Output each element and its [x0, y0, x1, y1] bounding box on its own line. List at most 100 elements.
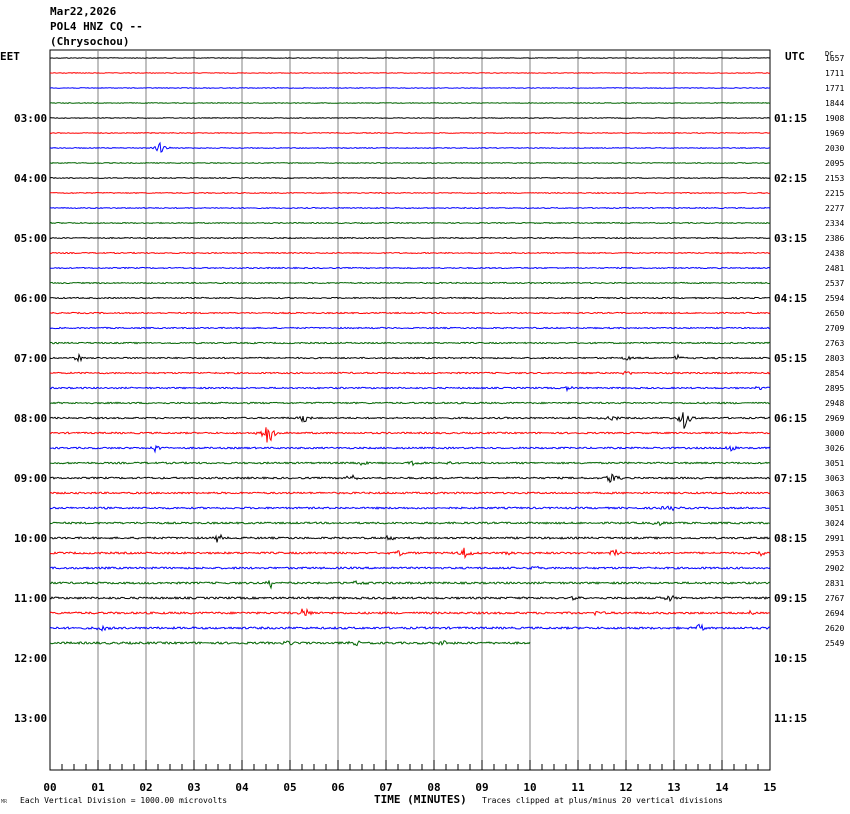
dc-offset-label: 2895 — [825, 384, 844, 393]
dc-offset-label: 2709 — [825, 324, 844, 333]
trace-line — [49, 505, 771, 512]
right-hour-label: 04:15 — [774, 292, 807, 305]
trace-line — [49, 141, 771, 153]
dc-offset-label: 2854 — [825, 369, 844, 378]
trace-line — [49, 460, 771, 467]
header-location: (Chrysochou) — [50, 35, 130, 48]
right-hour-label: 06:15 — [774, 412, 807, 425]
dc-offset-label: 2650 — [825, 309, 844, 318]
trace-line — [49, 580, 771, 590]
right-hour-label: 02:15 — [774, 172, 807, 185]
x-tick-label: 12 — [619, 781, 632, 794]
trace-line — [49, 281, 771, 285]
dc-offset-label: 3063 — [825, 489, 844, 498]
dc-offset-label: 3000 — [825, 429, 844, 438]
left-hour-label: 12:00 — [14, 652, 47, 665]
x-tick-label: 02 — [139, 781, 152, 794]
x-tick-label: 05 — [283, 781, 296, 794]
left-hour-label: 07:00 — [14, 352, 47, 365]
dc-offset-label: 2763 — [825, 339, 844, 348]
x-tick-label: 06 — [331, 781, 345, 794]
trace-line — [49, 206, 771, 210]
trace-line — [49, 117, 770, 119]
dc-offset-label: 2969 — [825, 414, 844, 423]
x-tick-label: 14 — [715, 781, 729, 794]
left-timezone-label: EET — [0, 50, 20, 63]
dc-offset-label: 2694 — [825, 609, 844, 618]
trace-line — [49, 547, 771, 560]
clip-note: Traces clipped at plus/minus 20 vertical… — [482, 796, 723, 805]
dc-offset-label: 3051 — [825, 504, 844, 513]
left-hour-label: 03:00 — [14, 112, 47, 125]
trace-line — [49, 640, 531, 647]
trace-line — [49, 296, 771, 300]
x-tick-label: 09 — [475, 781, 488, 794]
right-hour-label: 09:15 — [774, 592, 807, 605]
trace-line — [49, 521, 771, 527]
trace-line — [49, 370, 771, 376]
trace-line — [49, 385, 771, 393]
x-tick-label: 03 — [187, 781, 200, 794]
trace-line — [49, 427, 771, 443]
trace-line — [49, 251, 771, 255]
trace-line — [49, 565, 771, 570]
plot-frame — [49, 49, 771, 771]
dc-offset-label: 1657 — [825, 54, 844, 63]
dc-offset-label: 3024 — [825, 519, 844, 528]
plot-grid — [49, 49, 771, 771]
trace-line — [49, 401, 771, 405]
dc-offset-label: 2095 — [825, 159, 844, 168]
header-date: Mar22,2026 — [50, 5, 117, 18]
dc-offset-label: 2438 — [825, 249, 844, 258]
trace-line — [49, 491, 771, 495]
dc-offset-label: 2831 — [825, 579, 844, 588]
dc-offset-label: 2803 — [825, 354, 844, 363]
x-tick-label: 13 — [667, 781, 680, 794]
trace-line — [49, 533, 771, 543]
left-hour-label: 13:00 — [14, 712, 47, 725]
dc-offset-label: 2215 — [825, 189, 844, 198]
x-tick-label: 11 — [571, 781, 585, 794]
left-hour-label: 11:00 — [14, 592, 47, 605]
left-hour-label: 05:00 — [14, 232, 47, 245]
dc-offset-label: 1771 — [825, 84, 844, 93]
right-timezone-label: UTC — [785, 50, 805, 63]
x-tick-label: 01 — [91, 781, 105, 794]
left-hour-label: 06:00 — [14, 292, 47, 305]
right-hour-label: 11:15 — [774, 712, 807, 725]
trace-line — [49, 595, 771, 603]
right-hour-label: 01:15 — [774, 112, 807, 125]
dc-offset-label: 2902 — [825, 564, 844, 573]
x-tick-label: 10 — [523, 781, 536, 794]
left-hour-label: 09:00 — [14, 472, 47, 485]
logo-mark: MR — [1, 799, 8, 805]
dc-offset-label: 2549 — [825, 639, 844, 648]
x-tick-label: 00 — [43, 781, 56, 794]
x-tick-label: 07 — [379, 781, 392, 794]
dc-offset-label: 2991 — [825, 534, 844, 543]
trace-line — [49, 221, 771, 225]
trace-line — [49, 473, 771, 484]
trace-line — [49, 341, 771, 345]
trace-line — [49, 412, 771, 429]
header-station: POL4 HNZ CQ -- — [50, 20, 143, 33]
trace-line — [49, 352, 771, 363]
left-hour-label: 10:00 — [14, 532, 47, 545]
trace-group — [49, 57, 771, 647]
dc-offset-label: 2953 — [825, 549, 844, 558]
dc-offset-label: 2594 — [825, 294, 844, 303]
dc-offset-label: 2537 — [825, 279, 844, 288]
trace-line — [50, 87, 771, 89]
trace-line — [49, 176, 771, 180]
dc-offset-label: 2030 — [825, 144, 844, 153]
right-hour-label: 08:15 — [774, 532, 807, 545]
dc-offset-label: 2153 — [825, 174, 844, 183]
x-axis-label: TIME (MINUTES) — [374, 793, 467, 806]
right-hour-label: 07:15 — [774, 472, 807, 485]
dc-offset-label: 1844 — [825, 99, 844, 108]
left-hour-label: 08:00 — [14, 412, 47, 425]
dc-offset-label: 2767 — [825, 594, 844, 603]
trace-line — [50, 72, 771, 74]
trace-line — [49, 57, 771, 59]
trace-line — [49, 101, 771, 105]
